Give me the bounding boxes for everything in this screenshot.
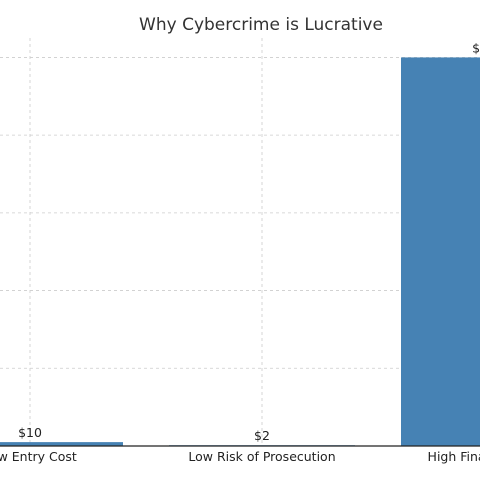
label-layer: $10 Low Entry Cost $2 Low Risk of Prosecuti… bbox=[0, 40, 480, 464]
bar-1 bbox=[0, 442, 123, 446]
bar-3 bbox=[401, 57, 480, 447]
x-tick-label-2: Low Risk of Prosecution bbox=[188, 449, 335, 464]
x-tick-label-1: Low Entry Cost bbox=[0, 449, 77, 464]
grid-layer bbox=[0, 38, 480, 446]
chart-title: Why Cybercrime is Lucrative bbox=[139, 15, 383, 35]
data-label-3: $1,000 bbox=[472, 40, 480, 55]
x-tick-label-3: High Financial Return bbox=[428, 449, 480, 464]
bar-layer bbox=[0, 57, 480, 447]
data-label-1: $10 bbox=[18, 425, 42, 440]
data-label-2: $2 bbox=[254, 428, 270, 443]
